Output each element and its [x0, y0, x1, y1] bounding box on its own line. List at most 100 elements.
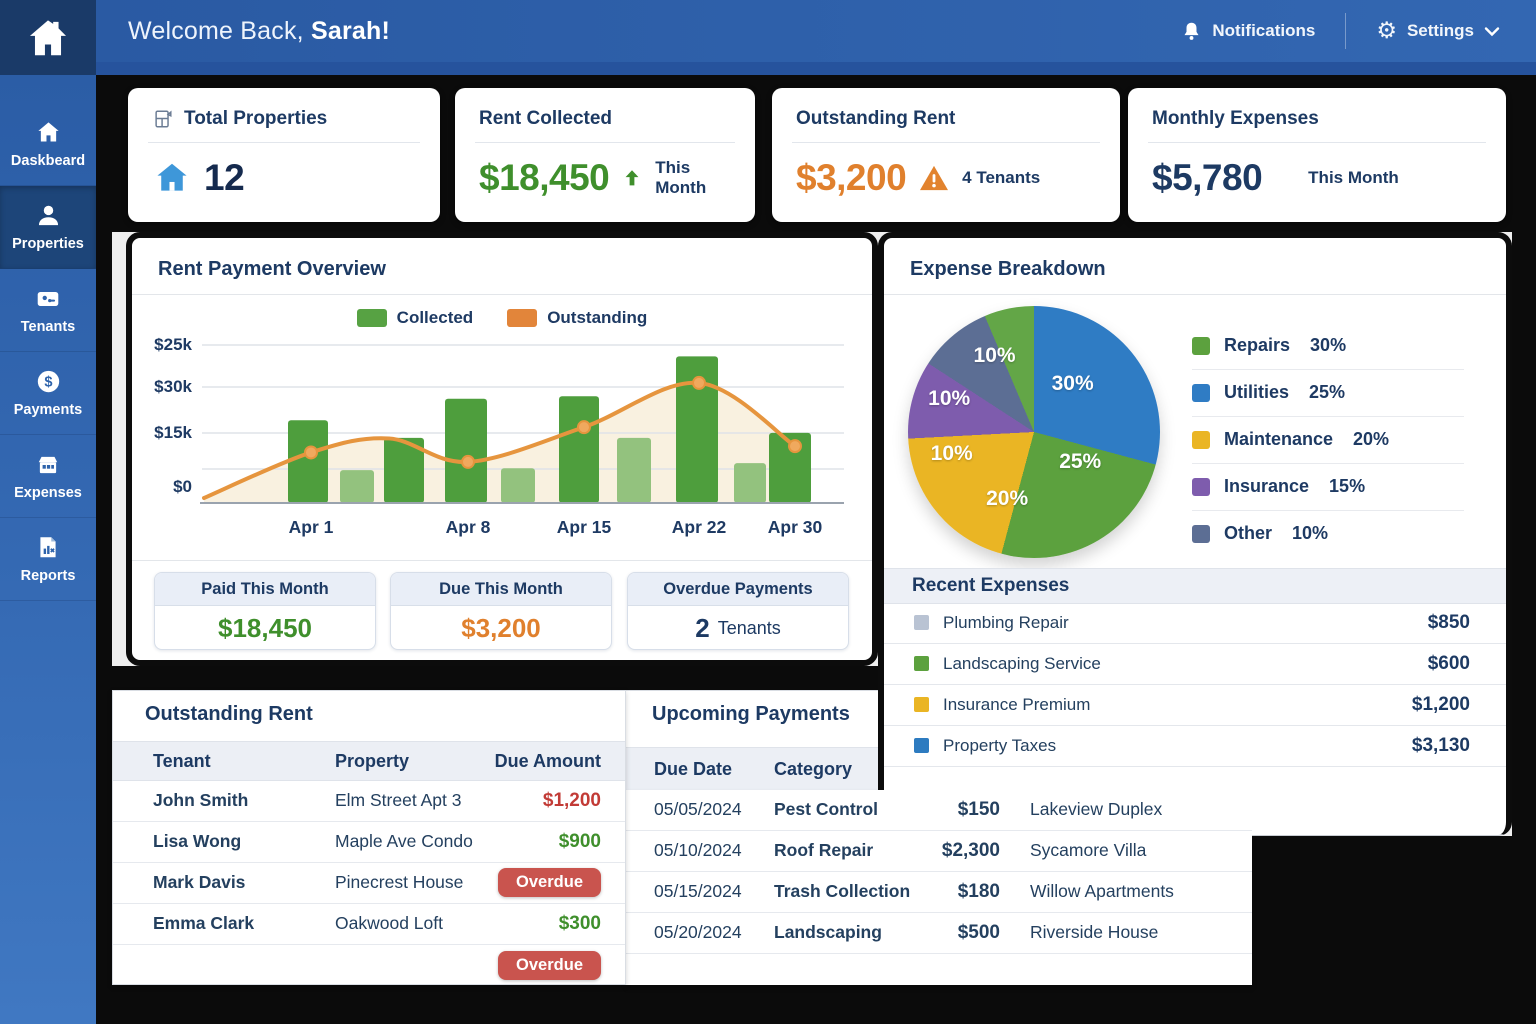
- header-strip: [96, 62, 1536, 75]
- stat-value: $3,200: [796, 157, 907, 198]
- category-cell: Pest Control: [774, 799, 879, 819]
- settings-button[interactable]: ⚙ Settings: [1376, 19, 1500, 43]
- stat-card-monthly-expenses: Monthly Expenses $5,780 This Month: [1128, 88, 1506, 222]
- expense-name: Plumbing Repair: [943, 612, 1069, 632]
- panel-title: Upcoming Payments: [652, 703, 850, 725]
- sidebar-item-expenses[interactable]: Expenses: [0, 435, 96, 518]
- category-cell: Trash Collection: [774, 881, 911, 901]
- column-header-due-amount: Due Amount: [494, 751, 601, 771]
- due-date-cell: 05/05/2024: [654, 799, 742, 819]
- expense-pie-chart: 30% 25% 20% 10% 10% 10%: [908, 306, 1160, 558]
- expense-amount: $3,130: [1411, 734, 1470, 756]
- table-row[interactable]: 05/10/2024 Roof Repair $2,300 Sycamore V…: [626, 831, 1252, 872]
- category-swatch: [914, 656, 929, 671]
- sidebar-item-dashboard[interactable]: Daskbeard: [0, 103, 96, 186]
- other-swatch: [1192, 524, 1210, 543]
- dollar-icon: $: [35, 368, 62, 395]
- amount-cell: $300: [558, 913, 601, 934]
- expense-amount: $600: [1427, 652, 1470, 674]
- recent-expense-row: Landscaping Service $600: [884, 643, 1506, 685]
- expense-panel-tail: [1252, 790, 1512, 836]
- mini-card-value: $18,450: [218, 613, 312, 643]
- sidebar-item-label: Reports: [20, 568, 76, 584]
- sidebar-item-reports[interactable]: Reports: [0, 518, 96, 601]
- legend-item-outstanding: Outstanding: [507, 308, 647, 328]
- sidebar-item-label: Expenses: [14, 484, 82, 501]
- app-logo[interactable]: [0, 0, 96, 75]
- table-row[interactable]: Lisa Wong Maple Ave Condo $900: [113, 822, 625, 863]
- legend-pct: 20%: [1353, 429, 1390, 449]
- svg-text:$0: $0: [173, 477, 192, 496]
- amount-cell: $900: [558, 831, 601, 852]
- table-row[interactable]: 05/15/2024 Trash Collection $180 Willow …: [626, 872, 1252, 913]
- amount-cell: $180: [957, 881, 1000, 902]
- table-row[interactable]: 05/05/2024 Pest Control $150 Lakeview Du…: [626, 790, 1252, 831]
- mini-card-value: 2: [695, 613, 710, 643]
- legend-item-repairs: Repairs 30%: [1192, 322, 1464, 370]
- mini-card-title: Due This Month: [391, 573, 611, 606]
- expense-name: Insurance Premium: [943, 694, 1091, 714]
- pie-slice-label: 10%: [928, 386, 971, 410]
- outstanding-swatch: [507, 309, 538, 327]
- column-header-property: Property: [335, 751, 410, 771]
- header-divider: [1345, 13, 1347, 49]
- table-row[interactable]: Mark Davis Pinecrest House Overdue: [113, 863, 625, 904]
- person-icon: [35, 202, 62, 229]
- svg-text:$25k: $25k: [154, 335, 192, 354]
- legend-item-utilities: Utilities 25%: [1192, 369, 1464, 417]
- due-date-cell: 05/15/2024: [654, 881, 742, 901]
- sidebar-item-label: Payments: [13, 402, 83, 418]
- legend-label: Collected: [396, 308, 474, 327]
- table-header-row: Tenant Property Due Amount: [113, 741, 625, 781]
- legend-item-insurance: Insurance 15%: [1192, 463, 1464, 511]
- notifications-button[interactable]: Notifications: [1181, 20, 1315, 43]
- sidebar-item-label: Daskbeard: [10, 153, 86, 169]
- category-cell: Roof Repair: [774, 840, 874, 860]
- stat-value: 12: [204, 157, 245, 198]
- recent-expenses-header: Recent Expenses: [884, 568, 1506, 604]
- expense-breakdown-panel: Expense Breakdown 30% 25% 20% 10% 10% 10…: [878, 232, 1512, 790]
- divider: [792, 142, 1100, 143]
- stat-card-total-properties: Total Properties 12: [128, 88, 440, 222]
- divider: [884, 294, 1506, 295]
- overdue-badge: Overdue: [498, 951, 601, 980]
- pie-slice-label: 20%: [986, 487, 1029, 511]
- stat-card-rent-collected: Rent Collected $18,450 This Month: [455, 88, 755, 222]
- stat-note: This Month: [655, 158, 707, 197]
- category-swatch: [914, 615, 929, 630]
- recent-expense-row: Property Taxes $3,130: [884, 725, 1506, 767]
- sidebar-item-label: Properties: [12, 236, 84, 252]
- house-icon: [152, 159, 192, 197]
- panel-title: Outstanding Rent: [145, 703, 313, 725]
- pie-slice-label: 25%: [1059, 449, 1102, 473]
- divider: [132, 294, 872, 295]
- legend-label: Outstanding: [547, 308, 648, 327]
- report-icon: [35, 534, 61, 561]
- panel-title: Expense Breakdown: [910, 258, 1106, 280]
- legend-label: Utilities: [1224, 382, 1290, 402]
- overdue-badge: Overdue: [498, 868, 601, 897]
- sidebar-item-properties[interactable]: Properties: [0, 186, 96, 269]
- settings-label: Settings: [1406, 21, 1474, 40]
- legend-pct: 10%: [1292, 523, 1329, 543]
- greeting-prefix: Welcome Back,: [128, 16, 304, 45]
- sidebar-item-payments[interactable]: $ Payments: [0, 352, 96, 435]
- bell-icon: [1181, 20, 1202, 43]
- sidebar-nav: Daskbeard Properties Tenants $ Payments …: [0, 75, 96, 1024]
- sidebar-item-label: Tenants: [20, 318, 76, 335]
- bottom-backdrop: [96, 985, 1512, 1024]
- category-swatch: [914, 738, 929, 753]
- mini-card-title: Overdue Payments: [628, 573, 848, 606]
- stat-value: $5,780: [1152, 157, 1263, 198]
- table-row[interactable]: 05/20/2024 Landscaping $500 Riverside Ho…: [626, 913, 1252, 954]
- amount-cell: $1,200: [542, 790, 601, 811]
- category-cell: Landscaping: [774, 922, 882, 942]
- warning-icon: [918, 164, 950, 192]
- table-row[interactable]: John Smith Elm Street Apt 3 $1,200: [113, 781, 625, 822]
- table-row[interactable]: Emma Clark Oakwood Loft $300: [113, 904, 625, 945]
- recent-expense-row: Insurance Premium $1,200: [884, 684, 1506, 726]
- sidebar-item-tenants[interactable]: Tenants: [0, 269, 96, 352]
- table-row[interactable]: Overdue: [113, 945, 625, 986]
- property-cell: Willow Apartments: [1030, 881, 1174, 901]
- svg-text:Apr 1: Apr 1: [289, 517, 334, 537]
